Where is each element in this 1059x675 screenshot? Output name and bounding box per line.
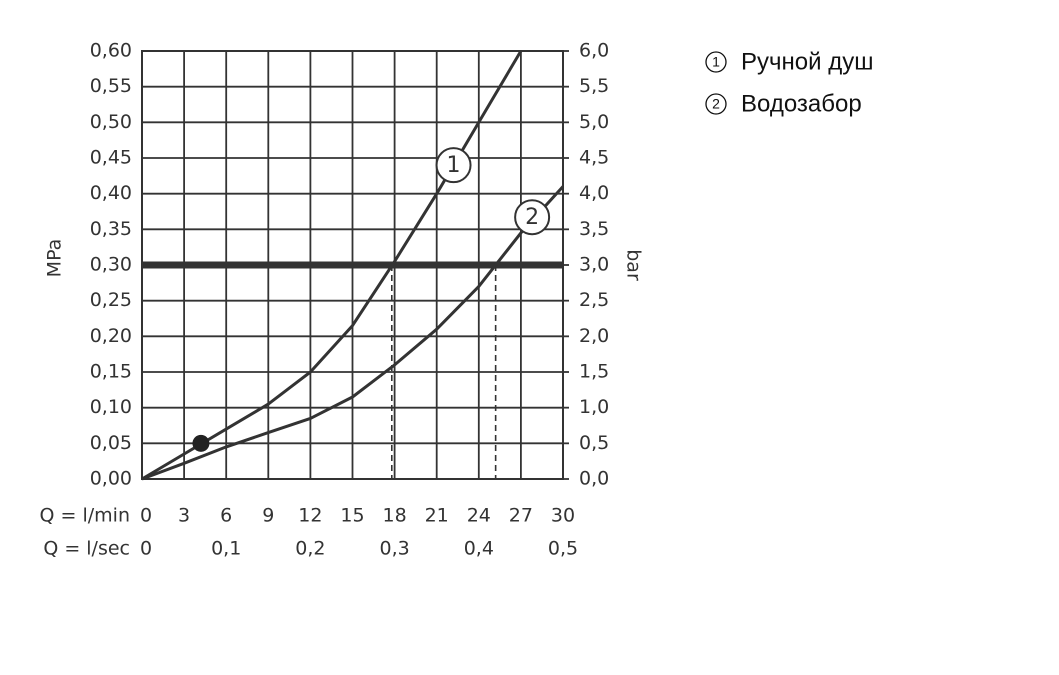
y2-tick-label: 0,0 (579, 468, 609, 490)
y2-axis-label: bar (623, 249, 645, 281)
legend-marker (705, 93, 727, 115)
y-tick-label: 0,35 (90, 218, 132, 240)
x-tick-label: 0 (140, 505, 152, 527)
x2-axis-label: Q = l/sec (43, 538, 130, 560)
legend-label: Ручной душ (741, 48, 873, 75)
y-tick-label: 0,25 (90, 289, 132, 311)
legend-label: Водозабор (741, 90, 862, 117)
x-axis-label: Q = l/min (40, 505, 130, 527)
y2-tick-label: 4,0 (579, 182, 609, 204)
y2-tick-label: 3,0 (579, 254, 609, 276)
y2-tick-label: 6,0 (579, 40, 609, 62)
x-tick-label: 15 (340, 505, 364, 527)
x-tick-label: 21 (425, 505, 449, 527)
series-line (141, 185, 565, 481)
y-tick-label: 0,60 (90, 40, 132, 62)
x-tick-label: 24 (467, 505, 491, 527)
y2-tick-label: 1,5 (579, 361, 609, 383)
y2-tick-label: 2,0 (579, 325, 609, 347)
y2-tick-label: 3,5 (579, 218, 609, 240)
y2-tick-label: 5,0 (579, 111, 609, 133)
y-axis-label: MPa (44, 239, 66, 278)
series-label: 1 (447, 153, 461, 178)
y2-tick-label: 0,5 (579, 432, 609, 454)
legend-marker-label: 1 (712, 54, 720, 70)
x-tick-label: 12 (298, 505, 322, 527)
x2-tick-label: 0,5 (548, 538, 578, 560)
legend: 1 Ручной душ 2 Водозабор (705, 48, 873, 117)
x-tick-label: 27 (509, 505, 533, 527)
y-tick-label: 0,40 (90, 182, 132, 204)
x2-tick-label: 0 (140, 538, 152, 560)
x-tick-label: 18 (383, 505, 407, 527)
series-label: 2 (525, 205, 539, 230)
y-tick-label: 0,00 (90, 468, 132, 490)
y2-tick-label: 1,0 (579, 396, 609, 418)
y-tick-label: 0,45 (90, 147, 132, 169)
y-tick-label: 0,30 (90, 254, 132, 276)
y-tick-label: 0,05 (90, 432, 132, 454)
y2-tick-label: 2,5 (579, 289, 609, 311)
y2-tick-label: 4,5 (579, 147, 609, 169)
x2-tick-label: 0,3 (379, 538, 409, 560)
x-tick-label: 30 (551, 505, 575, 527)
y-tick-label: 0,15 (90, 361, 132, 383)
series-label-circle (435, 147, 472, 184)
y-tick-label: 0,20 (90, 325, 132, 347)
legend-marker (705, 51, 727, 73)
x2-tick-label: 0,1 (211, 538, 241, 560)
series-label-circle (514, 199, 551, 236)
legend-marker-label: 2 (712, 96, 720, 112)
point-marker (192, 434, 210, 452)
y-tick-label: 0,10 (90, 396, 132, 418)
y2-tick-label: 5,5 (579, 75, 609, 97)
x-tick-label: 3 (178, 505, 190, 527)
y-tick-label: 0,50 (90, 111, 132, 133)
y-tick-label: 0,55 (90, 75, 132, 97)
x-tick-label: 6 (220, 505, 232, 527)
x-tick-label: 9 (262, 505, 274, 527)
x2-tick-label: 0,2 (295, 538, 325, 560)
x2-tick-label: 0,4 (464, 538, 494, 560)
